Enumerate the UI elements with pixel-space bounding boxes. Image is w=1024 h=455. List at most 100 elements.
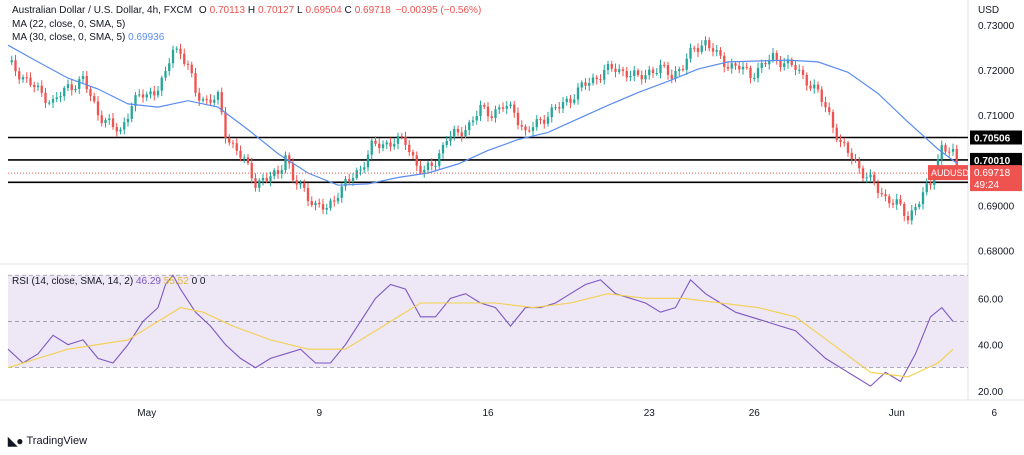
candle-body	[419, 165, 422, 173]
candle-body	[183, 53, 186, 64]
level-label: 0.70010	[974, 156, 1011, 167]
close-value: 0.69718	[354, 5, 391, 16]
candle-body	[730, 63, 733, 69]
low-label: L	[296, 5, 303, 16]
candle-body	[374, 140, 377, 144]
candle-body	[760, 62, 763, 69]
candle-body	[299, 182, 302, 185]
candle-body	[704, 40, 707, 46]
price-tick-label: 0.73000	[978, 21, 1015, 32]
candle-body	[408, 144, 411, 153]
candle-body	[539, 119, 542, 121]
candle-body	[663, 64, 666, 66]
candle-body	[471, 120, 475, 123]
candle-body	[726, 66, 730, 69]
candle-body	[194, 73, 197, 93]
candle-body	[794, 65, 797, 70]
candle-body	[899, 199, 902, 204]
ma2-legend[interactable]: MA (30, close, 0, SMA, 5) 0.69936	[12, 32, 164, 43]
candle-body	[595, 77, 598, 80]
tradingview-logo[interactable]: ◣● TradingView	[8, 434, 87, 448]
candle-body	[156, 90, 160, 96]
candle-body	[74, 88, 77, 91]
candle-body	[591, 77, 595, 84]
candle-body	[96, 101, 100, 116]
time-tick-label: 26	[749, 408, 761, 419]
candle-body	[310, 201, 313, 206]
candle-body	[303, 182, 306, 188]
candle-body	[85, 76, 88, 90]
candle-body	[276, 170, 280, 175]
candle-body	[944, 145, 947, 152]
candle-body	[681, 69, 685, 71]
ma2-label: MA (30, close, 0, SMA, 5)	[12, 32, 126, 43]
candle-body	[561, 102, 565, 109]
candle-body	[655, 73, 658, 75]
ma1-label: MA (22, close, 0, SMA, 5)	[12, 19, 126, 30]
candle-body	[306, 187, 310, 202]
candle-body	[164, 71, 167, 78]
price-tick-label: 0.72000	[978, 66, 1015, 77]
candle-body	[700, 45, 703, 52]
candle-body	[850, 152, 853, 160]
candle-body	[869, 174, 872, 178]
rsi-tick-label: 20.00	[978, 387, 1003, 398]
candle-body	[914, 207, 917, 211]
candle-body	[816, 84, 820, 90]
candle-body	[955, 149, 958, 172]
candle-body	[876, 182, 880, 193]
candle-body	[48, 102, 51, 104]
candle-body	[449, 136, 452, 141]
candle-body	[633, 70, 636, 77]
candle-body	[486, 106, 490, 117]
time-tick-label: May	[137, 408, 156, 419]
candle-body	[843, 142, 846, 144]
candle-body	[464, 129, 467, 137]
time-tick-label: 23	[644, 408, 656, 419]
candle-body	[798, 69, 801, 71]
candle-body	[348, 179, 351, 181]
candle-body	[179, 48, 182, 54]
candle-body	[659, 64, 662, 74]
candle-body	[389, 142, 392, 147]
candle-body	[325, 207, 328, 210]
candle-body	[205, 99, 208, 101]
candle-body	[239, 150, 242, 158]
candle-body	[108, 118, 111, 120]
candle-body	[141, 94, 145, 98]
candle-body	[59, 96, 62, 98]
candle-body	[505, 106, 508, 109]
candle-body	[33, 84, 36, 88]
candle-body	[520, 125, 523, 127]
candle-body	[21, 77, 25, 80]
last-price-badge	[970, 165, 1022, 192]
candle-body	[434, 165, 437, 167]
candle-body	[363, 167, 366, 170]
candle-body	[906, 215, 910, 221]
candle-body	[269, 176, 272, 181]
candle-body	[948, 151, 951, 153]
candle-body	[445, 140, 448, 145]
candle-body	[621, 69, 625, 72]
candle-body	[89, 89, 92, 97]
candle-body	[678, 69, 681, 72]
ma1-legend[interactable]: MA (22, close, 0, SMA, 5)	[12, 19, 125, 30]
candle-body	[149, 91, 152, 95]
candle-body	[693, 47, 696, 49]
candle-body	[903, 203, 906, 216]
rsi-label: RSI (14, close, SMA, 14, 2)	[12, 276, 134, 287]
rsi-ma-value: 55.52	[163, 276, 189, 287]
time-tick-label: 9	[316, 408, 322, 419]
rsi-legend[interactable]: RSI (14, close, SMA, 14, 2) 46.29 55.52 …	[12, 276, 205, 287]
candle-body	[220, 92, 223, 113]
candle-body	[351, 177, 355, 181]
candle-body	[51, 99, 55, 103]
candle-body	[501, 107, 505, 109]
candle-body	[824, 102, 827, 108]
candle-body	[235, 143, 238, 151]
candle-body	[910, 210, 913, 221]
candle-body	[606, 64, 610, 70]
level-badge	[970, 152, 1022, 167]
countdown-label: 49:24	[974, 180, 999, 191]
